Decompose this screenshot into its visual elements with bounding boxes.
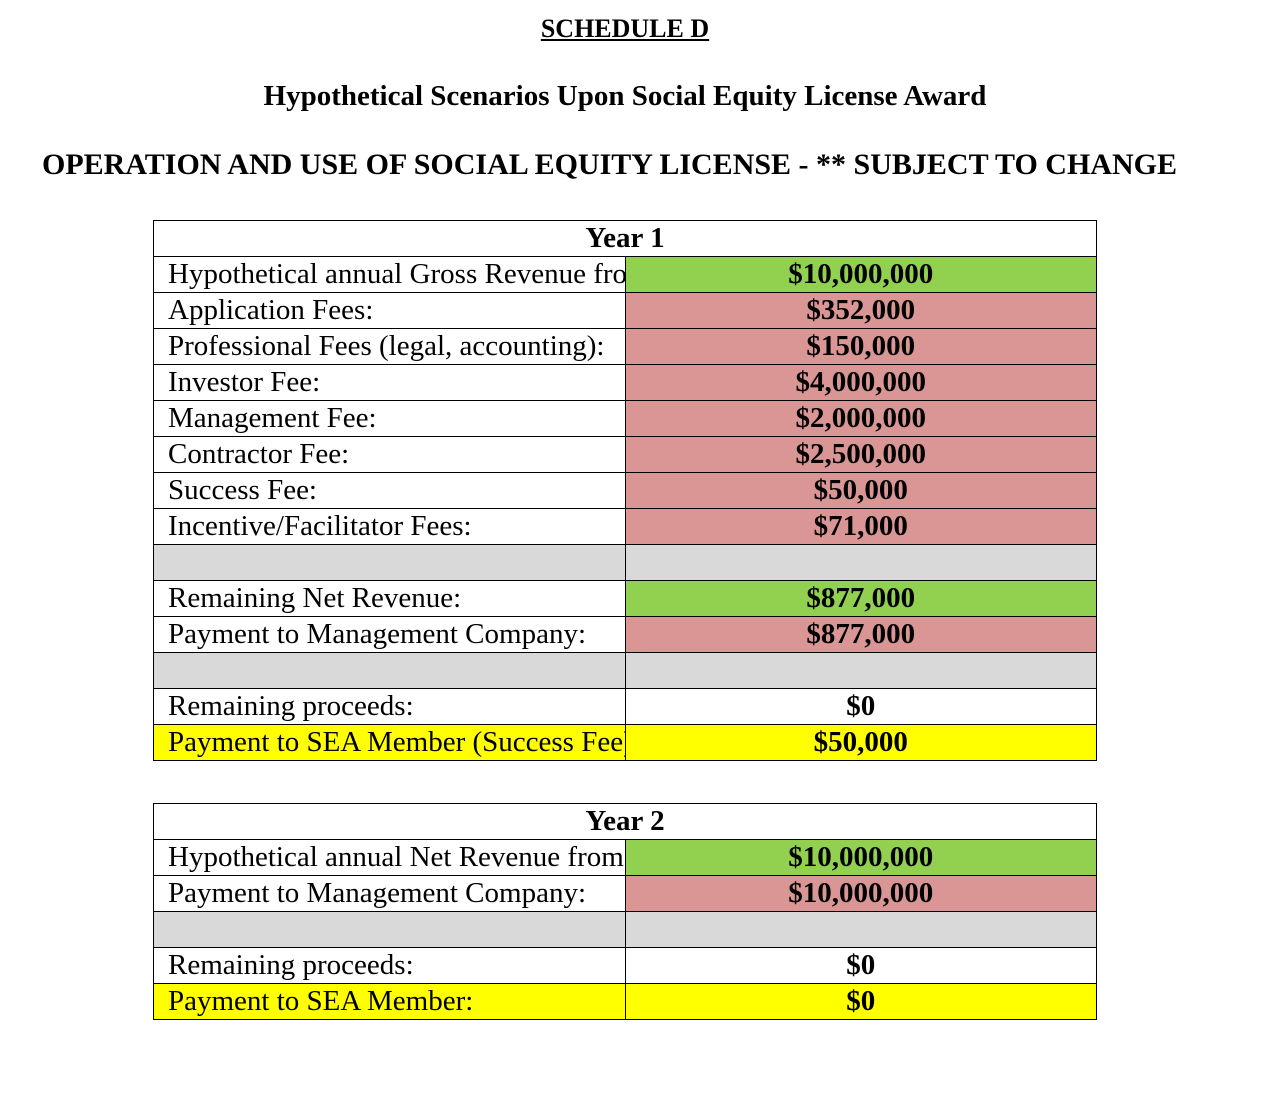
row-label: Remaining Net Revenue: bbox=[153, 580, 626, 617]
row-value: $352,000 bbox=[624, 292, 1097, 329]
row-label: Payment to Management Company: bbox=[153, 616, 626, 653]
table-row: Remaining proceeds: $0 bbox=[153, 947, 1097, 984]
row-value: $71,000 bbox=[624, 508, 1097, 545]
row-value: $50,000 bbox=[624, 472, 1097, 509]
row-label: Remaining proceeds: bbox=[153, 688, 626, 725]
table-row: Contractor Fee: $2,500,000 bbox=[153, 436, 1097, 473]
schedule-table: Year 1 Hypothetical annual Gross Revenue … bbox=[153, 220, 1097, 761]
row-label: Success Fee: bbox=[153, 472, 626, 509]
row-value: $50,000 bbox=[624, 724, 1097, 761]
row-label: Application Fees: bbox=[153, 292, 626, 329]
row-label bbox=[153, 911, 626, 948]
row-value bbox=[624, 911, 1097, 948]
row-value bbox=[624, 544, 1097, 581]
table-row bbox=[153, 544, 1097, 581]
table-title: Year 2 bbox=[153, 803, 1097, 840]
table-row: Payment to Management Company: $10,000,00… bbox=[153, 875, 1097, 912]
table-row: Investor Fee: $4,000,000 bbox=[153, 364, 1097, 401]
table-row: Remaining Net Revenue: $877,000 bbox=[153, 580, 1097, 617]
table-row: Hypothetical annual Net Revenue from ope… bbox=[153, 839, 1097, 876]
table-row: Payment to Management Company: $877,000 bbox=[153, 616, 1097, 653]
table-title: Year 1 bbox=[153, 220, 1097, 257]
subtitle: Hypothetical Scenarios Upon Social Equit… bbox=[263, 80, 987, 112]
table-row bbox=[153, 652, 1097, 689]
row-label: Payment to Management Company: bbox=[153, 875, 626, 912]
row-label bbox=[153, 652, 626, 689]
row-value: $2,500,000 bbox=[624, 436, 1097, 473]
table-row: Application Fees: $352,000 bbox=[153, 292, 1097, 329]
table-row: Remaining proceeds: $0 bbox=[153, 688, 1097, 725]
row-label: Professional Fees (legal, accounting): bbox=[153, 328, 626, 365]
row-label: Hypothetical annual Gross Revenue from o… bbox=[153, 256, 626, 293]
row-label: Hypothetical annual Net Revenue from ope… bbox=[153, 839, 626, 876]
schedule-table: Year 2 Hypothetical annual Net Revenue fr… bbox=[153, 803, 1097, 1020]
row-value: $10,000,000 bbox=[624, 256, 1097, 293]
table-row: Success Fee: $50,000 bbox=[153, 472, 1097, 509]
table-row: Incentive/Facilitator Fees: $71,000 bbox=[153, 508, 1097, 545]
row-value: $10,000,000 bbox=[624, 839, 1097, 876]
row-value: $0 bbox=[624, 688, 1097, 725]
row-label: Management Fee: bbox=[153, 400, 626, 437]
row-value: $0 bbox=[624, 947, 1097, 984]
row-value: $877,000 bbox=[624, 580, 1097, 617]
row-value: $150,000 bbox=[624, 328, 1097, 365]
row-label: Remaining proceeds: bbox=[153, 947, 626, 984]
row-label: Payment to SEA Member (Success Fee): bbox=[153, 724, 626, 761]
table-row bbox=[153, 911, 1097, 948]
title-row: Year 2 bbox=[153, 803, 1097, 840]
table-row: Professional Fees (legal, accounting): $1… bbox=[153, 328, 1097, 365]
heading: OPERATION AND USE OF SOCIAL EQUITY LICEN… bbox=[42, 148, 1177, 181]
row-label: Investor Fee: bbox=[153, 364, 626, 401]
row-label bbox=[153, 544, 626, 581]
row-value bbox=[624, 652, 1097, 689]
schedule-title: SCHEDULE D bbox=[540, 14, 710, 43]
row-label: Payment to SEA Member: bbox=[153, 983, 626, 1020]
table-row: Hypothetical annual Gross Revenue from o… bbox=[153, 256, 1097, 293]
row-value: $877,000 bbox=[624, 616, 1097, 653]
row-value: $2,000,000 bbox=[624, 400, 1097, 437]
row-label: Contractor Fee: bbox=[153, 436, 626, 473]
row-value: $10,000,000 bbox=[624, 875, 1097, 912]
table-row: Management Fee: $2,000,000 bbox=[153, 400, 1097, 437]
row-value: $0 bbox=[624, 983, 1097, 1020]
row-label: Incentive/Facilitator Fees: bbox=[153, 508, 626, 545]
row-value: $4,000,000 bbox=[624, 364, 1097, 401]
table-row: Payment to SEA Member: $0 bbox=[153, 983, 1097, 1020]
title-row: Year 1 bbox=[153, 220, 1097, 257]
table-row: Payment to SEA Member (Success Fee): $50,… bbox=[153, 724, 1097, 761]
